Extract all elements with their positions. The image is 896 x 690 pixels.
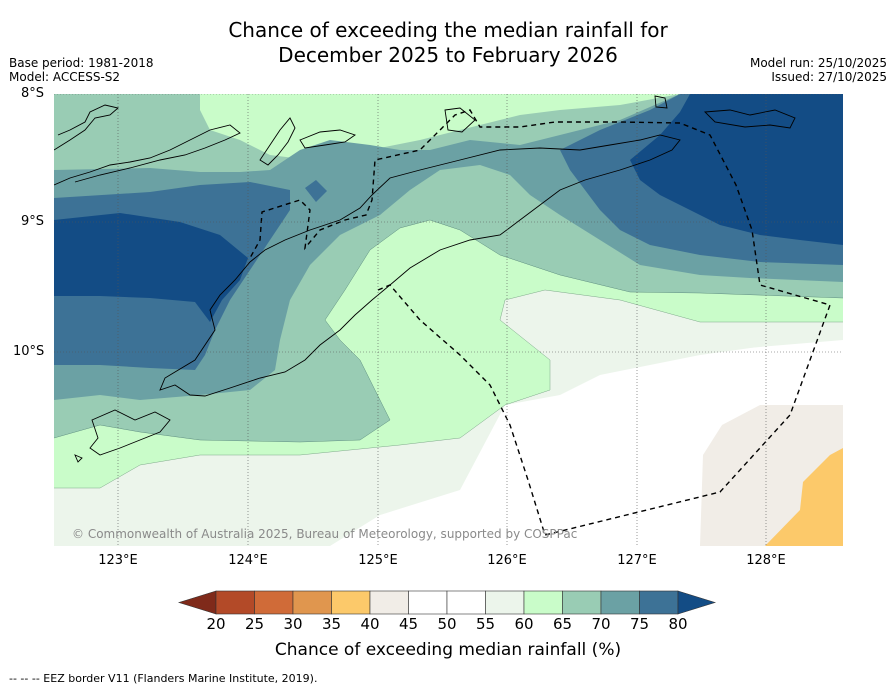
lat-label-10s: 10°S [13, 344, 45, 359]
colorbar-tick-label: 35 [321, 615, 342, 633]
colorbar-tick-label: 75 [629, 615, 650, 633]
contour-35-40 [765, 448, 843, 546]
colorbar-segment-25-30 [254, 590, 294, 615]
base-period: Base period: 1981-2018 [9, 56, 154, 70]
meta-left: Base period: 1981-2018 Model: ACCESS-S2 [9, 56, 154, 84]
coast-flores [54, 124, 241, 186]
coast-rote [89, 409, 171, 456]
colorbar-segment-50-55 [446, 590, 486, 615]
colorbar-tick-label: 50 [437, 615, 457, 633]
colorbar-tick-label: 70 [591, 615, 611, 633]
colorbar-segment-40-45 [369, 590, 409, 615]
map-title: Chance of exceeding the median rainfall … [0, 18, 896, 68]
colorbar-tick-label: 55 [475, 615, 496, 633]
lon-label-123e: 123°E [98, 553, 138, 568]
meta-right: Model run: 25/10/2025 Issued: 27/10/2025 [750, 56, 887, 84]
lon-label-128e: 128°E [746, 553, 786, 568]
colorbar-segment-35-40 [331, 590, 371, 615]
eez-border [249, 109, 831, 536]
lon-label-125e: 125°E [358, 553, 398, 568]
coastlines [54, 95, 796, 463]
coast-wetar-small [299, 129, 356, 149]
colorbar-segment-75-80 [639, 590, 679, 615]
title-line-1: Chance of exceeding the median rainfall … [228, 18, 668, 42]
colorbar-segment-60-65 [523, 590, 563, 615]
lat-label-8s: 8°S [21, 86, 45, 101]
map-contours [54, 94, 843, 546]
lon-label-124e: 124°E [228, 553, 268, 568]
colorbar-segment-65-70 [562, 590, 602, 615]
gridlines [54, 94, 843, 546]
colorbar-segment-70-75 [600, 590, 640, 615]
colorbar-tick-label: 20 [206, 615, 226, 633]
colorbar-segment-30-35 [292, 590, 332, 615]
contour-80-west [54, 213, 248, 322]
colorbar-title: Chance of exceeding median rainfall (%) [274, 640, 622, 660]
coast-wetar [444, 107, 476, 133]
coast-flores-west [54, 104, 119, 151]
colorbar-tick-label: 25 [244, 615, 265, 633]
coast-babar [703, 109, 796, 129]
issued-date: Issued: 27/10/2025 [771, 70, 887, 84]
title-line-2: December 2025 to February 2026 [278, 43, 618, 67]
model-name: Model: ACCESS-S2 [9, 70, 121, 84]
lon-label-127e: 127°E [617, 553, 657, 568]
coast-alor [259, 117, 296, 166]
lon-label-126e: 126°E [487, 553, 527, 568]
coast-island-1 [654, 95, 668, 109]
coast-timor [159, 134, 681, 397]
colorbar-tick-label: 45 [398, 615, 419, 633]
contour-80-east [630, 94, 843, 245]
colorbar-tick-label: 80 [668, 615, 688, 633]
colorbar-segment-20-25 [215, 590, 255, 615]
colorbar-tick-label: 65 [552, 615, 573, 633]
colorbar-tick-label: 30 [283, 615, 303, 633]
colorbar-extend-high [677, 590, 717, 615]
copyright-notice: © Commonwealth of Australia 2025, Bureau… [72, 527, 578, 541]
colorbar-tick-label: 40 [360, 615, 380, 633]
colorbar-segment-55-60 [485, 590, 525, 615]
model-run: Model run: 25/10/2025 [749, 56, 887, 70]
colorbar-tick-label: 60 [514, 615, 534, 633]
eez-footnote: -- -- -- EEZ border V11 (Flanders Marine… [9, 672, 318, 685]
colorbar-extend-low [177, 590, 217, 615]
colorbar-segment-45-50 [408, 590, 448, 615]
lat-label-9s: 9°S [21, 214, 45, 229]
